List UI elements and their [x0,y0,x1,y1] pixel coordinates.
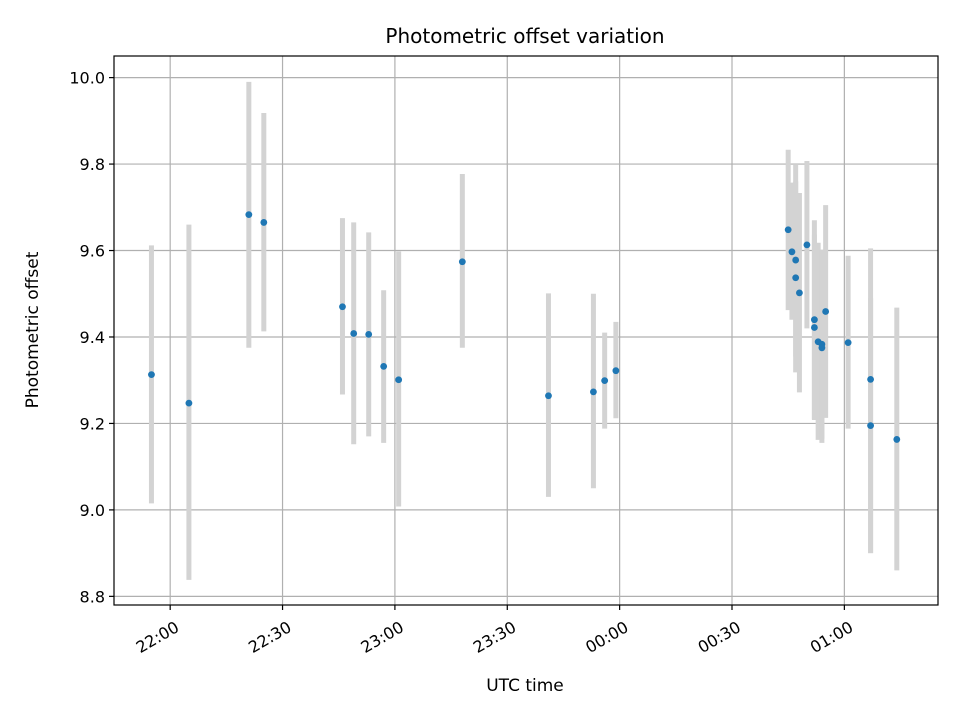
data-point [590,388,597,396]
data-point [380,362,388,370]
x-axis-label: UTC time [486,676,564,696]
data-point [811,316,818,324]
data-point [867,375,874,383]
data-point [818,344,826,352]
y-axis-label: Photometric offset [23,251,43,408]
data-point [395,376,403,384]
data-point [260,219,268,226]
data-point [822,308,830,315]
y-tick-label: 9.6 [80,242,105,261]
data-point [245,211,253,219]
data-point [612,367,620,375]
data-point [601,377,609,385]
data-point [788,248,796,256]
data-point [185,399,193,407]
grid [114,56,938,605]
y-tick-label: 9.2 [80,414,105,433]
data-point [867,422,874,430]
data-points [148,211,901,443]
data-point [792,274,800,282]
data-point [458,258,466,266]
data-point [545,392,552,400]
chart-title: Photometric offset variation [385,24,664,48]
y-tick-label: 9.0 [80,501,105,520]
data-point [339,303,346,311]
data-point [811,324,818,331]
data-point [893,436,901,443]
data-point [792,256,800,264]
data-point [148,371,155,378]
plot-frame [113,55,939,606]
y-tick-label: 10.0 [69,69,105,88]
data-point [803,241,811,249]
data-point [796,289,803,297]
y-axis: 8.8 9.0 9.2 9.4 9.6 9.8 10.0 [69,69,114,606]
y-tick-label: 9.8 [80,155,105,174]
data-point [844,339,852,347]
y-tick-label: 8.8 [80,587,105,606]
data-point [784,226,792,234]
data-point [365,330,373,338]
data-point [350,330,358,337]
y-tick-label: 9.4 [80,328,105,347]
